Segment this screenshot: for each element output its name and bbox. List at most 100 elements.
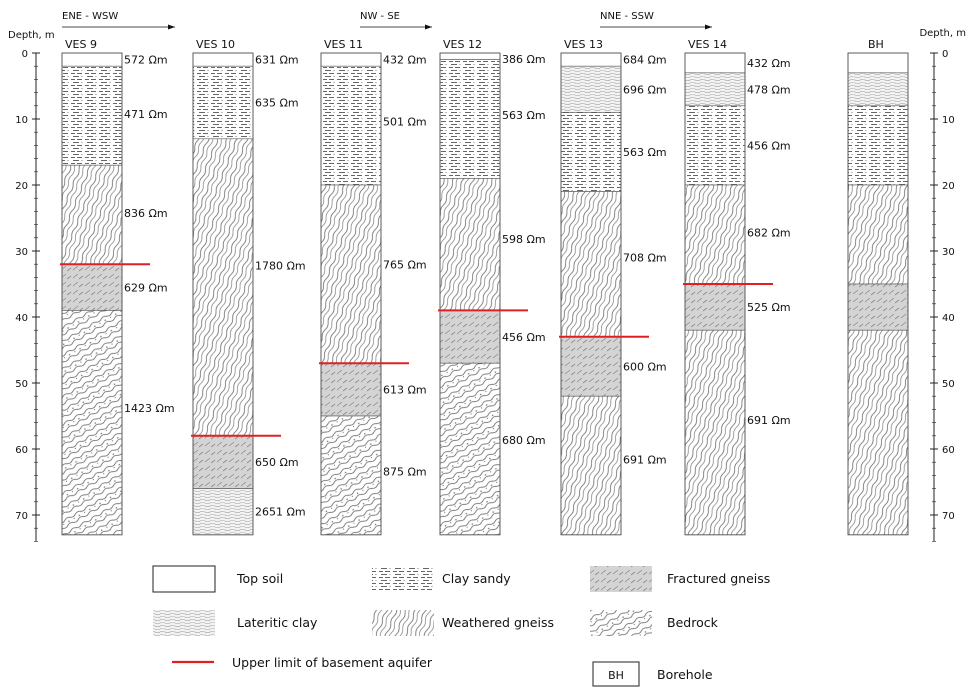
layer-fractured: [560, 336, 622, 397]
resistivity-label: 684 Ωm: [623, 54, 667, 67]
layer-weathered: [684, 329, 746, 536]
layer-clay-sandy: [192, 65, 254, 140]
profile-arrowhead: [705, 24, 712, 30]
layer-weathered: [847, 184, 909, 285]
layer-topsoil: [61, 52, 123, 67]
layer-lateritic: [847, 72, 909, 107]
layer-weathered: [61, 164, 123, 265]
resistivity-label: 386 Ωm: [502, 53, 546, 66]
legend-label-fractured: Fractured gneiss: [667, 571, 770, 586]
resistivity-label: 471 Ωm: [124, 108, 168, 121]
left-depth-tick-label: 70: [15, 511, 28, 522]
right-depth-axis-title: Depth, m: [919, 28, 966, 39]
resistivity-label: 708 Ωm: [623, 252, 667, 265]
legend-label-clay-sandy: Clay sandy: [442, 571, 511, 586]
layer-fractured: [439, 310, 501, 364]
left-depth-axis-title: Depth, m: [8, 30, 55, 41]
layer-lateritic: [684, 72, 746, 107]
left-depth-tick-label: 30: [15, 247, 28, 258]
layer-topsoil: [192, 52, 254, 67]
profile-label: NW - SE: [360, 11, 400, 22]
column-bh: BH: [847, 38, 909, 536]
right-depth-tick-label: 10: [942, 115, 955, 126]
column-title: VES 13: [564, 38, 603, 51]
legend-label-bedrock: Bedrock: [667, 615, 719, 630]
resistivity-label: 613 Ωm: [383, 384, 427, 397]
layer-clay-sandy: [847, 105, 909, 186]
resistivity-label: 650 Ωm: [255, 456, 299, 469]
column-outline: [61, 52, 123, 536]
resistivity-label: 635 Ωm: [255, 97, 299, 110]
resistivity-label: 456 Ωm: [502, 331, 546, 344]
resistivity-label: 501 Ωm: [383, 116, 427, 129]
column-title: VES 10: [196, 38, 235, 51]
layer-topsoil: [439, 52, 501, 60]
column-outline: [320, 52, 382, 536]
legend-label-lateritic: Lateritic clay: [237, 615, 318, 630]
profile-arrowhead: [168, 24, 175, 30]
layer-lateritic: [560, 65, 622, 113]
layer-fractured: [320, 362, 382, 417]
legend-swatch-topsoil: [152, 565, 216, 593]
resistivity-label: 682 Ωm: [747, 227, 791, 240]
column-ves-14: VES 14 432 Ωm 478 Ωm 456 Ωm 682 Ωm 525 Ωm 691 …: [683, 38, 791, 536]
right-depth-tick-label: 60: [942, 445, 955, 456]
layer-fractured: [61, 263, 123, 311]
resistivity-label: 456 Ωm: [747, 139, 791, 152]
legend-label-borehole: Borehole: [657, 667, 713, 682]
left-depth-tick-label: 10: [15, 115, 28, 126]
layer-weathered: [684, 184, 746, 285]
layer-clay-sandy: [560, 112, 622, 192]
resistivity-label: 696 Ωm: [623, 83, 667, 96]
layer-weathered: [439, 178, 501, 311]
resistivity-label: 432 Ωm: [747, 57, 791, 70]
resistivity-label: 836 Ωm: [124, 207, 168, 220]
layer-weathered: [560, 191, 622, 338]
layer-topsoil: [684, 52, 746, 74]
right-depth-tick-label: 20: [942, 181, 955, 192]
resistivity-label: 1780 Ωm: [255, 260, 306, 273]
column-title: VES 12: [443, 38, 482, 51]
column-title: VES 9: [65, 38, 97, 51]
right-depth-tick-label: 0: [942, 49, 948, 60]
resistivity-label: 691 Ωm: [747, 414, 791, 427]
column-ves-10: VES 10 631 Ωm 635 Ωm 1780 Ωm 650 Ωm 2651 Ωm: [191, 38, 306, 536]
resistivity-label: 765 Ωm: [383, 258, 427, 271]
layer-bedrock: [439, 362, 501, 536]
resistivity-label: 525 Ωm: [747, 301, 791, 314]
legend-borehole-box-label: BH: [608, 669, 624, 682]
profile-arrowhead: [425, 24, 432, 30]
resistivity-label: 600 Ωm: [623, 361, 667, 374]
resistivity-label: 875 Ωm: [383, 466, 427, 479]
column-outline: [684, 52, 746, 536]
layer-fractured: [847, 283, 909, 331]
legend-swatch-lateritic: [153, 610, 215, 636]
column-title: BH: [868, 38, 884, 51]
layer-clay-sandy: [61, 65, 123, 166]
resistivity-label: 631 Ωm: [255, 54, 299, 67]
left-depth-tick-label: 40: [15, 313, 28, 324]
layer-bedrock: [320, 415, 382, 536]
layer-clay-sandy: [439, 59, 501, 179]
right-depth-tick-label: 40: [942, 313, 955, 324]
layer-bedrock: [61, 310, 123, 536]
legend: Top soil Clay sandy Fractured gneiss Lateri…: [152, 565, 770, 687]
resistivity-label: 563 Ωm: [502, 109, 546, 122]
profile-label: ENE - WSW: [62, 11, 118, 22]
resistivity-label: 598 Ωm: [502, 233, 546, 246]
resistivity-label: 572 Ωm: [124, 54, 168, 67]
depth-axes: 0 10 20 30 40 50 60 70 0 10 20 30 40 50 60 70 Depth, m De…: [8, 28, 966, 542]
resistivity-label: 2651 Ωm: [255, 506, 306, 519]
legend-swatch-weathered: [372, 610, 434, 636]
legend-swatch-bedrock: [590, 610, 652, 636]
legend-swatch-borehole: [592, 661, 640, 687]
column-outline: [192, 52, 254, 536]
left-depth-tick-label: 0: [22, 49, 28, 60]
resistivity-label: 680 Ωm: [502, 434, 546, 447]
right-depth-tick-label: 70: [942, 511, 955, 522]
layer-weathered: [192, 138, 254, 437]
legend-label-aquifer: Upper limit of basement aquifer: [232, 655, 433, 670]
column-ves-11: VES 11 432 Ωm 501 Ωm 765 Ωm 613 Ωm 875 Ωm: [319, 38, 427, 536]
